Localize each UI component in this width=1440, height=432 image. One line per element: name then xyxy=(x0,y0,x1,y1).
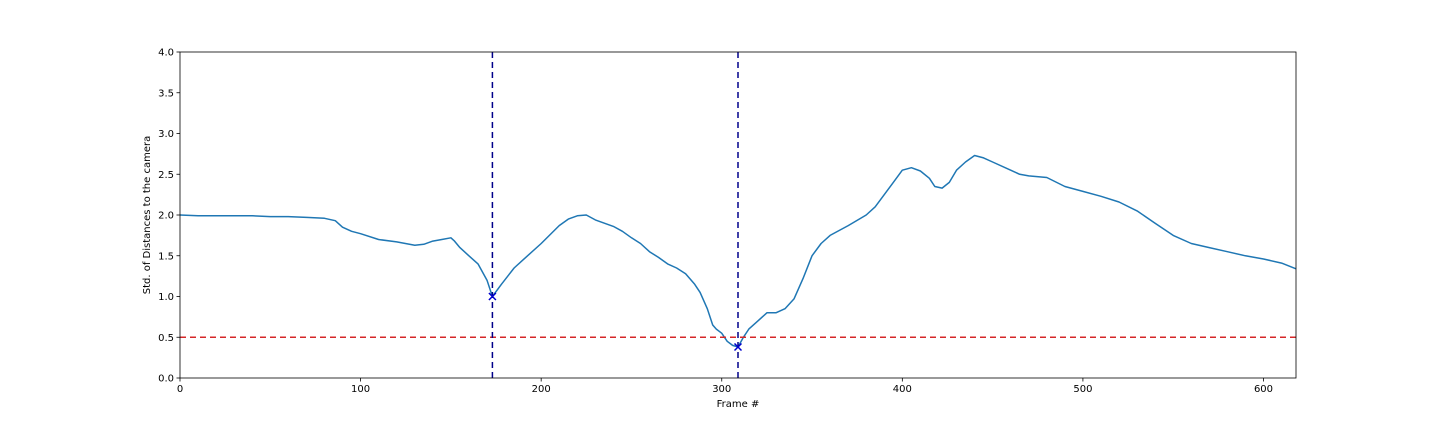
y-tick-label-1.5: 1.5 xyxy=(158,251,174,262)
y-tick-label-0.0: 0.0 xyxy=(158,374,174,385)
y-tick-label-2.5: 2.5 xyxy=(158,170,174,181)
x-tick-label-500: 500 xyxy=(1073,384,1092,395)
x-tick-label-400: 400 xyxy=(893,384,912,395)
y-tick-label-3.5: 3.5 xyxy=(158,88,174,99)
x-tick-label-100: 100 xyxy=(351,384,370,395)
y-tick-label-3.0: 3.0 xyxy=(158,129,174,140)
x-tick-label-600: 600 xyxy=(1254,384,1273,395)
x-axis-label: Frame # xyxy=(717,399,760,410)
plot-area: 0 100 200 300 400 500 600 0.0 0.5 1.0 1.5 2.0 2.5 3.0… xyxy=(158,48,1297,395)
series-line-0 xyxy=(179,154,1297,348)
minimum-marker-1 xyxy=(733,342,743,352)
y-tick-label-0.5: 0.5 xyxy=(158,333,174,344)
y-tick-label-1.0: 1.0 xyxy=(158,292,174,303)
y-axis-label: Std. of Distances to the camera xyxy=(142,136,153,294)
x-tick-label-200: 200 xyxy=(532,384,551,395)
minimum-marker-0 xyxy=(488,292,497,301)
y-tick-label-4.0: 4.0 xyxy=(158,48,174,59)
x-tick-label-300: 300 xyxy=(712,384,731,395)
x-tick-label-0: 0 xyxy=(177,384,183,395)
y-tick-label-2.0: 2.0 xyxy=(158,211,174,222)
